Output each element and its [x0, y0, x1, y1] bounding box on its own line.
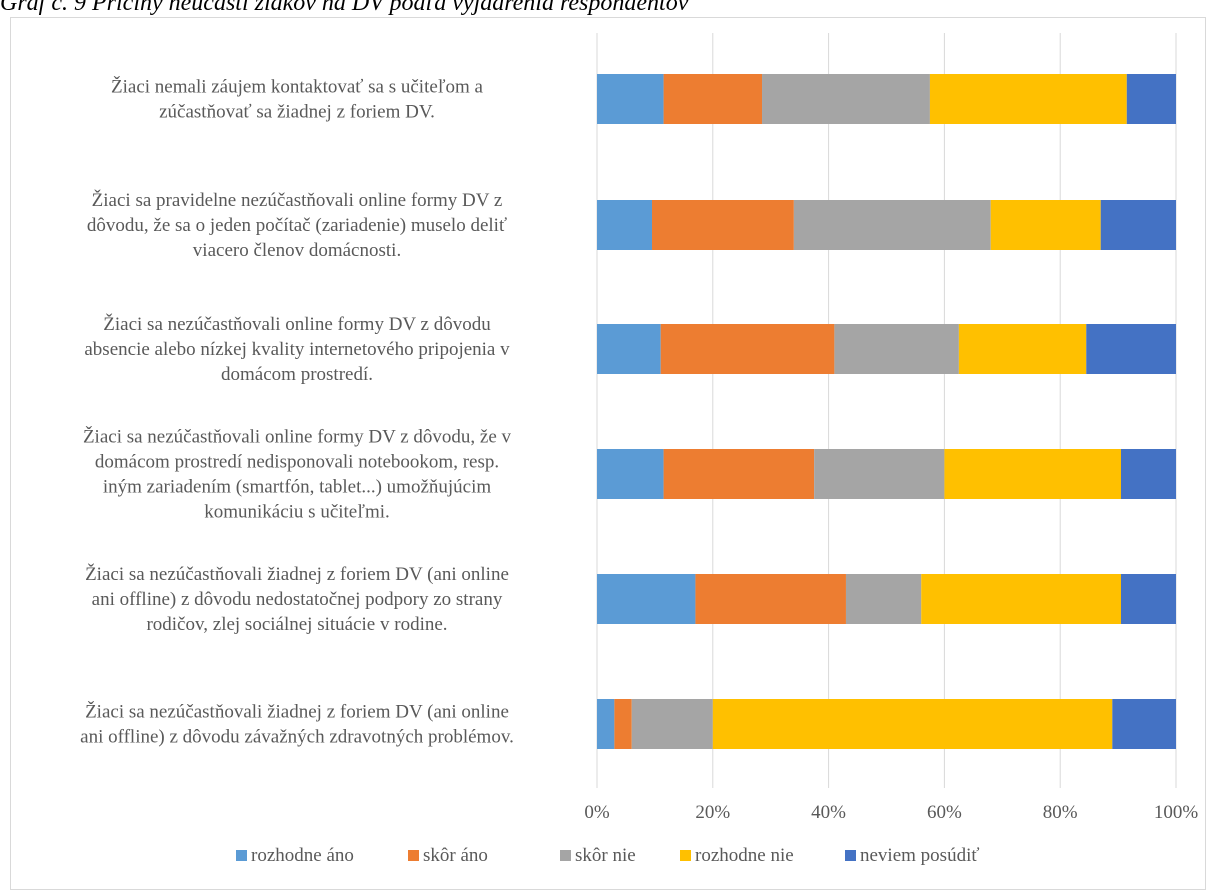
bar-segment	[597, 574, 695, 624]
category-label: Žiaci sa pravidelne nezúčastňovali onlin…	[87, 189, 507, 261]
x-tick-label: 60%	[927, 802, 962, 823]
bar-segment	[652, 200, 794, 250]
legend-label: skôr áno	[423, 845, 488, 866]
category-label-line: rodičov, zlej sociálnej situácie v rodin…	[146, 614, 447, 635]
bar-segment	[664, 74, 762, 124]
category-label: Žiaci sa nezúčastňovali online formy DV …	[83, 426, 512, 523]
category-label-line: zúčastňovať sa žiadnej z foriem DV.	[159, 102, 435, 123]
bar-segment	[614, 699, 631, 749]
bar-segment	[762, 74, 930, 124]
category-label-line: iným zariadením (smartfón, tablet...) um…	[103, 477, 492, 498]
gridlines	[597, 33, 1176, 788]
bar-segment	[846, 574, 921, 624]
chart-caption: Graf č. 9 Príčiny neúčasti žiakov na DV …	[0, 0, 1209, 18]
category-label-line: absencie alebo nízkej kvality internetov…	[84, 339, 510, 360]
bar-segment	[1121, 574, 1176, 624]
category-label-line: dôvodu, že sa o jeden počítač (zariadeni…	[87, 215, 507, 236]
category-label-line: Žiaci nemali záujem kontaktovať sa s uči…	[111, 76, 484, 98]
category-label-line: Žiaci sa nezúčastňovali online formy DV …	[103, 313, 491, 335]
bar-segment	[664, 449, 815, 499]
x-tick-label: 40%	[811, 802, 846, 823]
category-label: Žiaci sa nezúčastňovali žiadnej z foriem…	[85, 563, 509, 635]
bar-segment	[944, 449, 1121, 499]
bar-segment	[1127, 74, 1176, 124]
bar-segment	[794, 200, 991, 250]
category-label: Žiaci nemali záujem kontaktovať sa s uči…	[111, 76, 484, 123]
bar-segment	[959, 324, 1086, 374]
bar-segment	[1121, 449, 1176, 499]
category-label-line: domácom prostredí nedisponovali notebook…	[95, 452, 499, 473]
category-label: Žiaci sa nezúčastňovali žiadnej z foriem…	[80, 701, 514, 748]
legend-label: neviem posúdiť	[860, 845, 979, 866]
legend-label: rozhodne áno	[251, 845, 354, 866]
bar-segment	[921, 574, 1121, 624]
legend-label: rozhodne nie	[695, 845, 794, 866]
category-label-line: Žiaci sa nezúčastňovali žiadnej z foriem…	[85, 701, 509, 723]
bar-segment	[597, 699, 614, 749]
bar-segment	[695, 574, 846, 624]
category-label-line: viacero členov domácnosti.	[193, 240, 401, 261]
legend-swatch	[236, 850, 247, 861]
category-label-line: Žiaci sa pravidelne nezúčastňovali onlin…	[92, 189, 503, 211]
bar-segment	[834, 324, 958, 374]
category-label-line: Žiaci sa nezúčastňovali online formy DV …	[83, 426, 512, 448]
category-label-line: ani offline) z dôvodu nedostatočnej podp…	[92, 589, 503, 610]
bar-segment	[597, 449, 664, 499]
category-label-line: ani offline) z dôvodu závažných zdravotn…	[80, 727, 514, 748]
legend: rozhodne áno skôr áno skôr nie rozhodne nie…	[236, 845, 979, 866]
bar-segment	[597, 74, 664, 124]
legend-label: skôr nie	[575, 845, 636, 866]
legend-swatch	[560, 850, 571, 861]
bars	[597, 74, 1176, 749]
legend-swatch	[408, 850, 419, 861]
x-tick-label: 100%	[1154, 802, 1199, 823]
category-label: Žiaci sa nezúčastňovali online formy DV …	[84, 313, 510, 385]
chart-frame: Žiaci nemali záujem kontaktovať sa s uči…	[10, 17, 1206, 890]
category-labels: Žiaci nemali záujem kontaktovať sa s uči…	[80, 76, 514, 748]
bar-segment	[632, 699, 713, 749]
bar-segment	[597, 324, 661, 374]
legend-swatch	[845, 850, 856, 861]
bar-segment	[713, 699, 1113, 749]
bar-segment	[1101, 200, 1176, 250]
category-label-line: domácom prostredí.	[221, 364, 373, 385]
x-tick-label: 80%	[1043, 802, 1078, 823]
category-label-line: Žiaci sa nezúčastňovali žiadnej z foriem…	[85, 563, 509, 585]
bar-segment	[661, 324, 835, 374]
x-axis-tick-labels: 0% 20% 40% 60% 80% 100%	[584, 802, 1198, 823]
category-label-line: komunikáciu s učiteľmi.	[204, 502, 390, 523]
bar-segment	[1086, 324, 1176, 374]
bar-segment	[597, 200, 652, 250]
bar-segment	[1112, 699, 1176, 749]
x-tick-label: 20%	[695, 802, 730, 823]
legend-swatch	[680, 850, 691, 861]
bar-segment	[814, 449, 944, 499]
stacked-bar-chart: Žiaci nemali záujem kontaktovať sa s uči…	[11, 18, 1205, 889]
bar-segment	[991, 200, 1101, 250]
bar-segment	[930, 74, 1127, 124]
x-tick-label: 0%	[584, 802, 610, 823]
